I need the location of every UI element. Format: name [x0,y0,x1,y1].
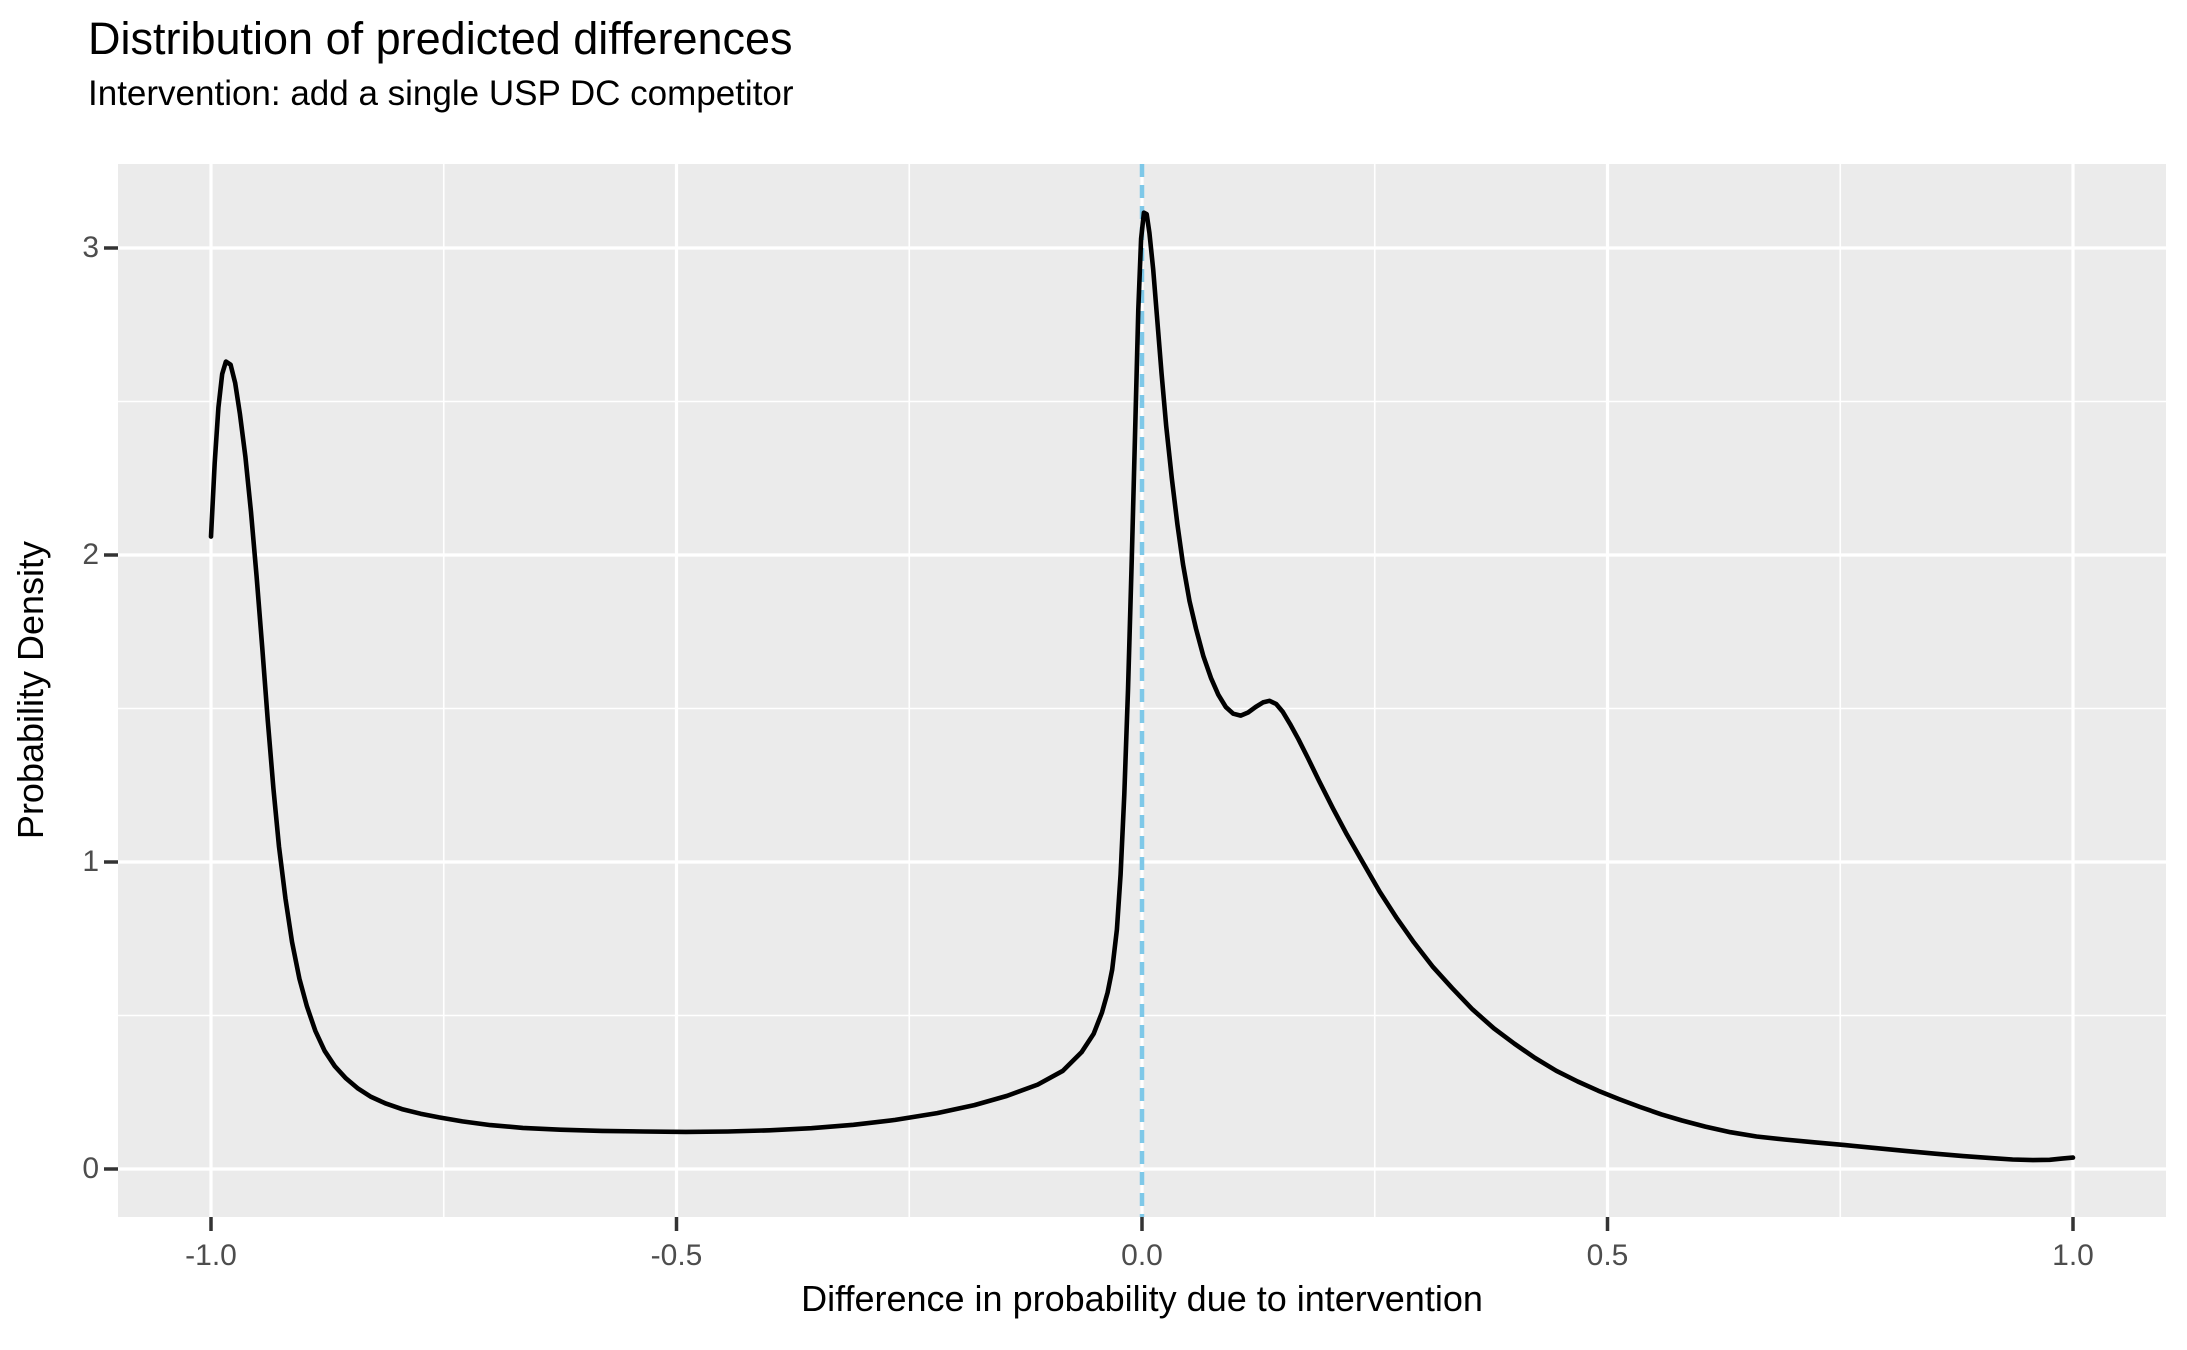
y-tick-label: 0 [82,1152,99,1185]
y-tick-label: 1 [82,845,99,878]
x-tick-label: 0.0 [1121,1239,1163,1272]
x-axis-title: Difference in probability due to interve… [801,1278,1483,1319]
y-tick-label: 2 [82,538,99,571]
plot-title: Distribution of predicted differences [88,13,793,64]
y-tick-label: 3 [82,231,99,264]
x-tick-label: 1.0 [2052,1239,2094,1272]
y-axis-title: Probability Density [10,540,51,840]
plot-subtitle: Intervention: add a single USP DC compet… [88,74,794,113]
x-tick-label: -0.5 [650,1239,703,1272]
x-tick-label: 0.5 [1586,1239,1629,1272]
x-tick-label: -1.0 [185,1239,237,1272]
